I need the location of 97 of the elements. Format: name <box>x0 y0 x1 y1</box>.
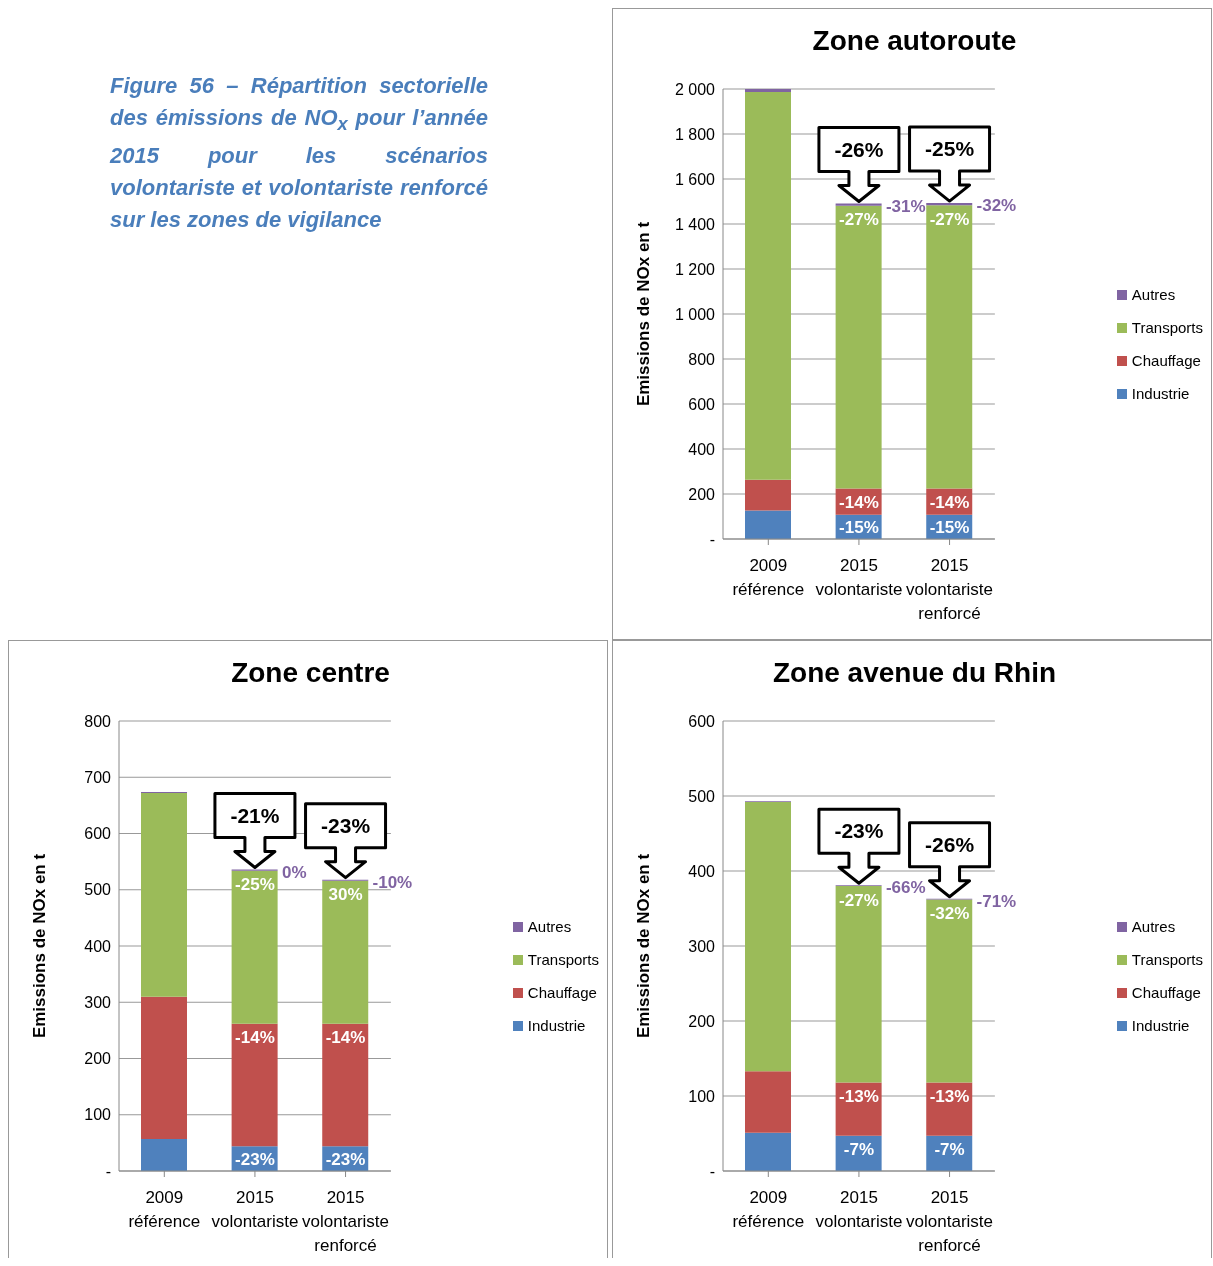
annotation: -27% <box>839 890 879 910</box>
x-tick-label: 2015 volontariste renforcé <box>906 1188 994 1255</box>
chart-title: Zone avenue du Rhin <box>771 657 1058 690</box>
annotation: -13% <box>839 1087 879 1106</box>
bar <box>231 870 278 1024</box>
legend-label: Chauffage <box>1131 984 1201 1001</box>
y-tick-label: 300 <box>688 937 716 955</box>
y-tick-label: 1 600 <box>674 170 716 188</box>
annotation: -23% <box>235 1149 275 1169</box>
annotation: 30% <box>328 885 363 905</box>
chart-title: Zone centre <box>230 657 391 690</box>
annotation: -23% <box>321 813 371 837</box>
bar <box>745 1071 791 1133</box>
annotation: -14% <box>235 1028 275 1048</box>
y-tick-label: 1 400 <box>674 215 716 233</box>
legend-label: Autres <box>527 918 572 935</box>
x-tick-label: 2009 référence <box>732 556 805 599</box>
y-axis-title: Emissions de NOx en t <box>30 853 50 1039</box>
annotation: -32% <box>929 904 970 923</box>
y-tick-label: 800 <box>688 350 716 368</box>
annotation: -13% <box>929 1087 970 1106</box>
y-tick-label: 600 <box>84 825 112 843</box>
annotation: -27% <box>839 210 879 230</box>
y-tick-label: 200 <box>688 485 716 503</box>
x-tick-label: 2009 référence <box>732 1188 805 1231</box>
legend-label: Industrie <box>1131 1017 1190 1034</box>
annotation: -25% <box>925 137 975 161</box>
bar <box>745 802 791 1072</box>
annotation: -26% <box>834 137 884 161</box>
annotation: -15% <box>839 517 879 537</box>
y-tick-label: 100 <box>84 1106 112 1124</box>
bar <box>141 1138 187 1171</box>
y-tick-label: 500 <box>688 787 716 805</box>
bar <box>835 886 882 1083</box>
y-tick-label: 600 <box>688 395 716 413</box>
bar <box>745 479 791 511</box>
chart-title: Zone autoroute <box>811 25 1018 58</box>
bar <box>745 89 791 92</box>
legend-label: Industrie <box>1131 385 1190 402</box>
annotation: -25% <box>235 875 275 895</box>
annotation: -14% <box>839 492 879 512</box>
y-tick-label: 2 000 <box>674 80 716 98</box>
annotation: -7% <box>843 1140 875 1160</box>
y-axis-title: Emissions de NOx en t <box>634 853 654 1039</box>
annotation: -26% <box>925 832 975 856</box>
x-tick-label: 2015 volontariste <box>815 1188 903 1231</box>
bar <box>835 205 882 489</box>
legend-label: Autres <box>1131 286 1176 303</box>
x-tick-label: 2015 volontariste renforcé <box>302 1188 390 1255</box>
legend-label: Industrie <box>527 1017 586 1034</box>
y-tick-label: 700 <box>84 768 112 786</box>
legend-label: Chauffage <box>527 984 597 1001</box>
y-tick-label: 100 <box>688 1087 716 1105</box>
y-tick-label: 800 <box>84 712 112 730</box>
bar <box>745 1132 791 1171</box>
bar <box>141 793 187 997</box>
y-tick-label: 1 800 <box>674 125 716 143</box>
bar <box>745 91 791 480</box>
bar <box>141 996 187 1139</box>
y-tick-label: 1 200 <box>674 260 716 278</box>
legend-label: Transports <box>527 951 599 968</box>
bar <box>926 205 973 489</box>
bar <box>322 880 369 1024</box>
y-tick-label: 400 <box>688 440 716 458</box>
annotation: -27% <box>929 209 970 229</box>
annotation: -23% <box>325 1149 366 1169</box>
annotation: -15% <box>929 517 970 537</box>
y-tick-label: 1 000 <box>674 305 716 323</box>
y-tick-label: 400 <box>84 937 112 955</box>
x-tick-label: 2015 volontariste <box>815 556 903 599</box>
annotation: -21% <box>230 803 280 827</box>
y-tick-label: 400 <box>688 862 716 880</box>
caption: Figure 56 – Répartition sectorielle des émissions de NO$_{x}$ pour l’année 2015 pour les scénarios volontariste et volontariste renforcé sur les zones de vigilance <box>110 72 488 235</box>
x-tick-label: 2015 volontariste renforcé <box>906 556 994 623</box>
bar <box>322 1023 369 1147</box>
annotation: -14% <box>325 1028 366 1048</box>
legend-label: Autres <box>1131 918 1176 935</box>
annotation: -14% <box>929 492 970 512</box>
annotation: -7% <box>934 1140 965 1160</box>
legend-label: Transports <box>1131 951 1203 968</box>
y-tick-label: - <box>709 1162 715 1180</box>
x-tick-label: 2015 volontariste <box>211 1188 299 1231</box>
y-tick-label: 500 <box>84 881 112 899</box>
y-tick-label: - <box>709 530 715 548</box>
y-tick-label: 600 <box>688 712 716 730</box>
y-tick-label: 200 <box>84 1050 112 1068</box>
annotation: -23% <box>834 819 884 843</box>
y-tick-label: - <box>105 1162 111 1180</box>
y-tick-label: 200 <box>688 1012 716 1030</box>
bar <box>231 1023 278 1147</box>
annotation: -71% <box>976 891 1017 911</box>
y-tick-label: 300 <box>84 993 112 1011</box>
legend-label: Transports <box>1131 319 1203 336</box>
y-axis-title: Emissions de NOx en t <box>634 221 654 407</box>
bar <box>745 510 791 539</box>
legend-label: Chauffage <box>1131 352 1201 369</box>
x-tick-label: 2009 référence <box>128 1188 201 1231</box>
